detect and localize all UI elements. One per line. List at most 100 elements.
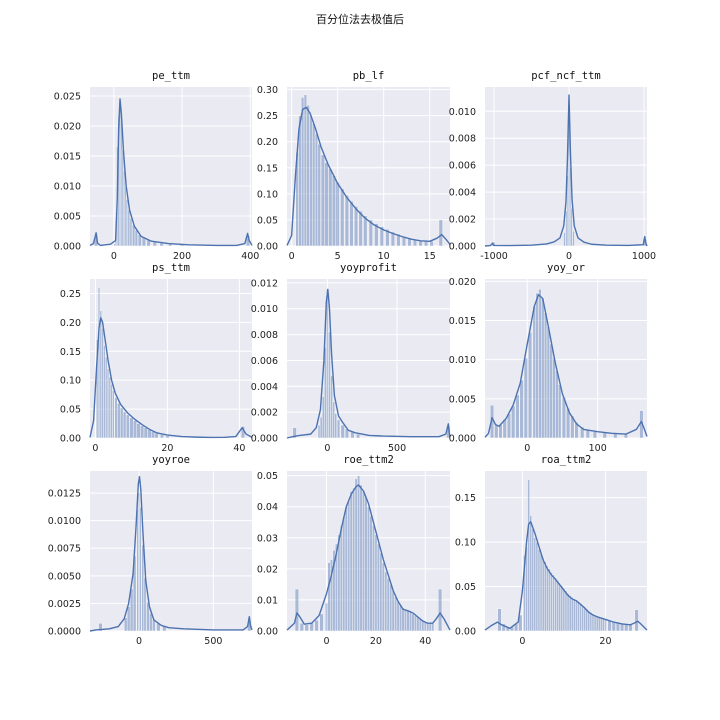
histogram-bar — [113, 243, 116, 247]
histogram-bar — [577, 601, 580, 632]
histogram-bar — [357, 475, 361, 632]
histogram-bar — [347, 500, 351, 632]
histogram-bar — [321, 396, 325, 439]
y-tick-label: 0.000 — [54, 242, 81, 253]
histogram-bar — [332, 401, 335, 439]
subplot-yoy_or: yoy_or 0 100 0.000 0.005 0.010 0.015 0.020 — [449, 262, 648, 454]
histogram-bar — [391, 590, 395, 632]
y-tick-label: 0.05 — [257, 215, 278, 226]
histogram-bar — [438, 219, 443, 247]
histogram-bar — [407, 237, 412, 247]
histogram-bar — [593, 614, 597, 632]
x-tick-label: 1000 — [632, 251, 656, 262]
histogram-bar — [527, 479, 530, 632]
histogram-bar — [379, 553, 383, 632]
histogram-bar — [384, 571, 388, 632]
y-tick-label: 0.02 — [257, 564, 278, 575]
subplot-title: roa_ttm2 — [541, 454, 592, 466]
histogram-bar — [561, 397, 566, 439]
y-tick-label: 0.15 — [455, 493, 476, 504]
histogram-bar — [543, 561, 547, 632]
histogram-bar — [98, 623, 103, 632]
x-tick-label: 0 — [136, 636, 142, 647]
kde-line — [484, 520, 648, 631]
x-tick-label: 500 — [388, 443, 406, 454]
histogram-bar — [409, 612, 412, 632]
histogram-bar — [120, 407, 124, 439]
subplot-title: pb_lf — [353, 70, 385, 82]
histogram-bar — [331, 175, 336, 247]
histogram-bar — [319, 613, 324, 632]
histogram-bar — [140, 425, 145, 439]
histogram-bar — [309, 623, 314, 632]
histogram-bar — [518, 614, 523, 632]
kde-line — [286, 484, 451, 631]
histogram-bar — [592, 431, 597, 439]
histogram-bar — [336, 419, 341, 439]
kde-line — [286, 288, 451, 439]
histogram-bar — [150, 431, 155, 439]
histogram-bar — [147, 429, 152, 439]
histogram-bar — [367, 506, 370, 632]
histogram-bar — [327, 562, 331, 632]
histogram-bar — [550, 572, 553, 632]
histogram-bar — [554, 577, 557, 632]
histogram-bar — [575, 600, 578, 632]
histogram-bar — [143, 427, 148, 439]
histogram-bar — [566, 175, 569, 247]
y-tick-label: 0.05 — [455, 582, 476, 593]
histogram-bar — [589, 612, 593, 632]
histogram-bar — [372, 525, 375, 632]
histogram-bar — [364, 497, 368, 632]
histogram-bar — [326, 289, 329, 439]
histogram-bar — [531, 528, 535, 632]
histogram-bar — [525, 546, 528, 632]
x-tick-label: 5 — [335, 251, 341, 262]
histogram-bar — [317, 144, 321, 247]
histogram-bar — [501, 623, 506, 632]
y-tick-label: 0.002 — [251, 408, 278, 419]
histogram-bar — [381, 562, 385, 632]
histogram-bar — [552, 574, 555, 632]
histogram-bar — [324, 347, 327, 439]
histogram-bar — [558, 384, 562, 439]
y-tick-label: 0.010 — [449, 355, 476, 366]
y-tick-label: 0.00 — [60, 434, 81, 445]
histogram-bar — [122, 411, 127, 439]
histogram-bar — [117, 403, 121, 439]
histogram-bar — [165, 435, 170, 439]
histogram-bar — [537, 549, 541, 632]
histogram-bar — [358, 210, 363, 247]
histogram-bar — [549, 343, 553, 439]
histogram-bar — [344, 195, 349, 247]
kde-line — [89, 475, 253, 632]
histogram-bar — [529, 515, 532, 632]
histogram-bar — [309, 115, 313, 247]
histogram-bar — [416, 616, 420, 632]
y-tick-label: 0.00 — [257, 242, 278, 253]
histogram-bar — [438, 588, 443, 632]
subplot-yoyroe: yoyroe 0 500 0.0000 0.0025 0.0050 0.0075 0.0100… — [48, 454, 253, 647]
histogram-bar — [112, 390, 115, 439]
histogram-bar — [129, 417, 134, 439]
histogram-bar — [344, 506, 348, 632]
histogram-bar — [301, 97, 305, 247]
y-tick-label: 0.20 — [60, 318, 81, 329]
histogram-bar — [317, 424, 321, 439]
histogram-bar — [591, 613, 595, 632]
histogram-bar — [328, 331, 331, 439]
y-tick-label: 0.04 — [257, 502, 278, 513]
histogram-bar — [312, 123, 316, 247]
y-tick-label: 0.20 — [257, 137, 278, 148]
subplot-title: ps_ttm — [152, 262, 190, 274]
histogram-bar — [335, 182, 340, 247]
plot-area — [90, 471, 252, 631]
histogram-bar — [325, 602, 328, 632]
histogram-bar — [401, 235, 406, 247]
y-tick-label: 0.10 — [60, 376, 81, 387]
y-tick-label: 0.005 — [449, 394, 476, 405]
kde-line — [89, 317, 253, 439]
histogram-bar — [126, 606, 131, 632]
